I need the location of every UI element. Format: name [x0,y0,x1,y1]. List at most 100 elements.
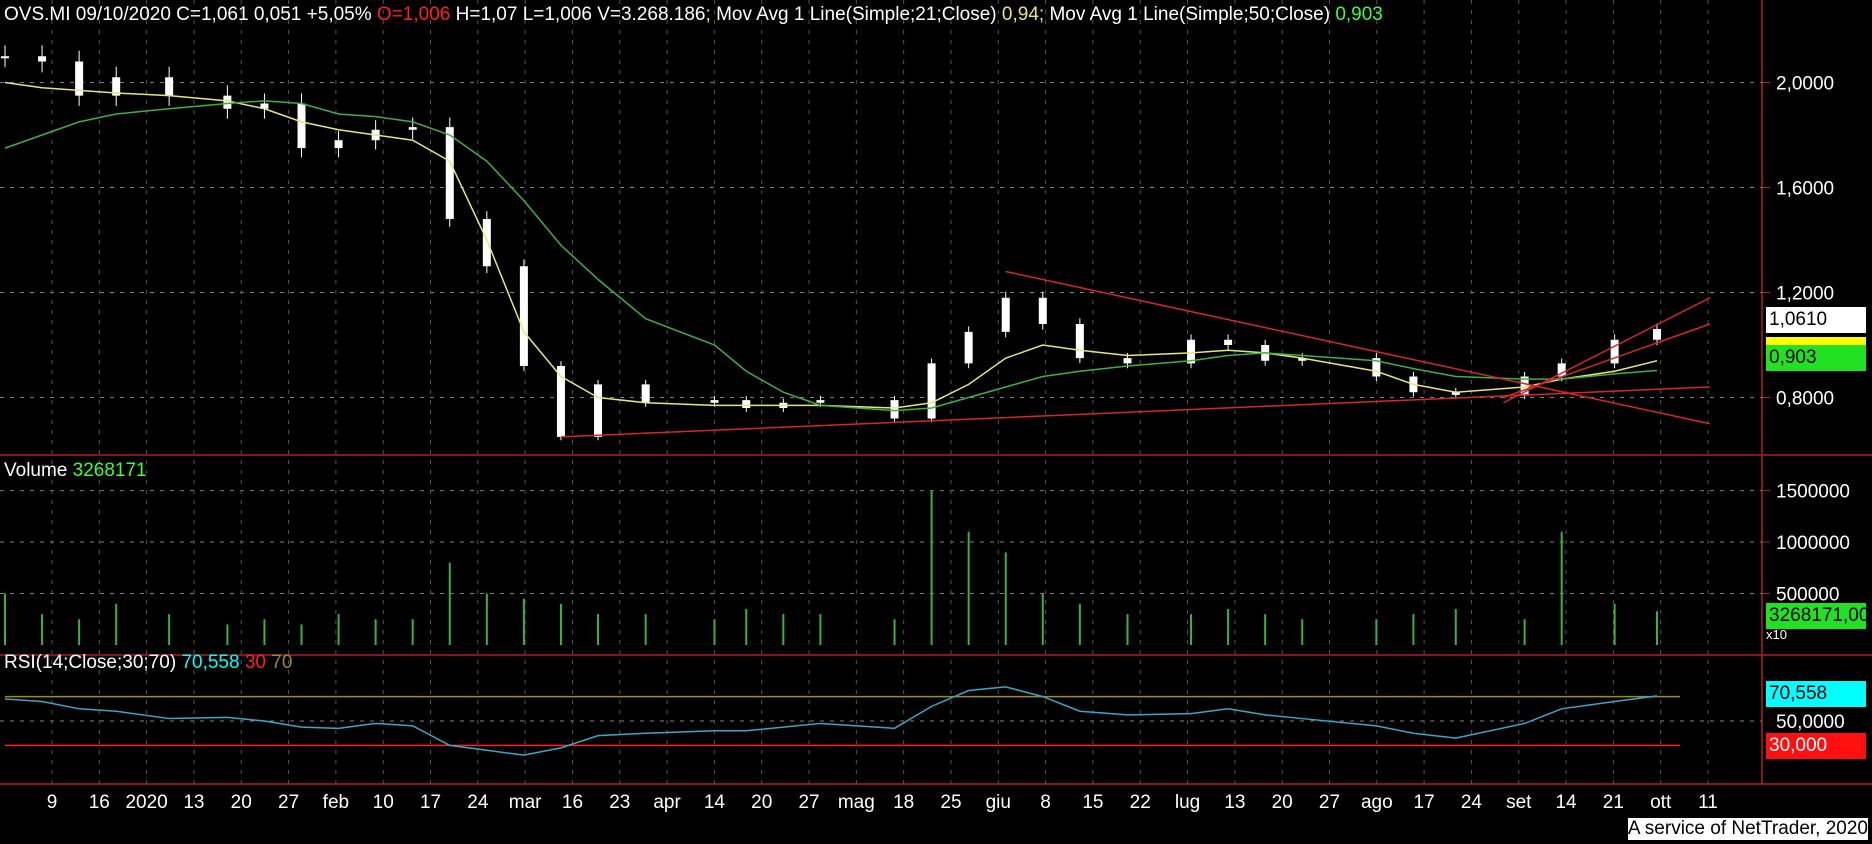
time-axis-label: 14 [704,792,726,813]
last-close-label: 1,0610 [1766,307,1866,333]
rsi-line [4,686,1658,756]
candle [1038,297,1047,324]
time-axis-label: 20 [1272,792,1293,813]
candle [165,77,174,96]
time-axis-label: 27 [1319,792,1340,813]
candle [1298,358,1307,361]
time-axis-label: 27 [798,792,819,813]
time-axis-label: 27 [278,792,299,813]
trendline [1005,270,1711,425]
candle [1123,358,1132,364]
time-axis-label: 24 [467,792,489,813]
time-axis-label: 20 [751,792,772,813]
candle [816,400,825,403]
time-axis-label: 2020 [125,792,167,813]
time-axis-label: 8 [1040,792,1051,813]
price-tick-label: 1,6000 [1776,179,1834,200]
price-tick-label: 1,2000 [1776,284,1834,305]
time-axis-label: giu [986,792,1011,813]
volume-tick-label: 500000 [1776,585,1839,606]
candle [710,400,719,403]
time-axis-label: apr [653,792,681,813]
time-axis-label: 11 [1698,792,1718,813]
candle [1520,376,1529,395]
candle [964,331,973,364]
separator: ; [1038,4,1045,25]
candle [1610,339,1619,364]
candle [482,219,491,267]
candle [408,127,417,130]
close-text: C=1,061 [176,4,249,25]
symbol: OVS.MI [4,4,71,25]
volume-multiplier: x10 [1766,627,1787,642]
volume-value: 3268171 [72,460,147,481]
time-axis-label: 25 [940,792,961,813]
candle [1075,324,1084,359]
ma21-axis-marker [1766,337,1866,345]
pct-text: +5,05% [306,4,372,25]
time-axis-label: 24 [1461,792,1483,813]
rsi-high: 70 [271,652,293,673]
price-tick-label: 2,0000 [1776,74,1834,95]
volume-axis-label: 3268171,00 [1766,603,1869,629]
rsi-tick-label: 50,0000 [1776,712,1845,733]
time-axis-label: 17 [420,792,441,813]
time-axis-label: set [1506,792,1532,813]
candle [927,363,936,419]
ma21-label: Mov Avg 1 Line(Simple;21;Close) [716,4,997,25]
change-text: 0,051 [253,4,302,25]
footer: A service of NetTrader, 2020 [1627,818,1868,840]
ma21-value: 0,94 [1001,4,1039,25]
candle [1001,297,1010,332]
price-tick-label: 0,8000 [1776,389,1834,410]
candle [1652,328,1661,340]
time-axis-label: 16 [89,792,110,813]
time-axis-label: mar [509,792,542,813]
candle [1187,339,1196,364]
candle [223,95,232,109]
candle [1557,363,1566,377]
candle [1451,392,1460,395]
candle [260,103,269,109]
candle [519,266,528,366]
date: 09/10/2020 [75,4,171,25]
ma50-value: 0,903 [1335,4,1383,25]
time-axis-label: 9 [47,792,58,813]
time-axis-label: 21 [1603,792,1624,813]
candle [641,384,650,403]
trendline [1503,323,1711,399]
time-axis-label: lug [1175,792,1200,813]
time-axis-label: ott [1650,792,1672,813]
time-axis-label: 20 [231,792,252,813]
rsi-value: 70,558 [181,652,240,673]
trendline [560,386,1710,438]
time-axis-label: 16 [562,792,583,813]
time-axis-label: 22 [1130,792,1151,813]
time-axis-label: 17 [1414,792,1435,813]
time-axis-label: 14 [1555,792,1577,813]
volume-tick-label: 1500000 [1776,482,1850,503]
ma50-axis-label: 0,903 [1766,345,1866,371]
high-text: H=1,07 [455,4,518,25]
time-axis-label: 13 [1224,792,1245,813]
rsi-title: RSI(14;Close;30;70) 70,558 30 70 [4,652,292,674]
volume-label: Volume [4,460,68,481]
rsi-label: RSI(14;Close;30;70) [4,652,177,673]
time-axis-label: 23 [609,792,630,813]
candle [445,127,454,219]
open-text: O=1,006 [376,4,451,25]
time-axis-label: mag [838,792,875,813]
candle [297,103,306,149]
ma50-line [4,100,1658,412]
low-text: L=1,006 [522,4,592,25]
rsi-30-axis-label: 30,000 [1766,733,1866,759]
candle [594,384,603,437]
chart-header: OVS.MI 09/10/2020 C=1,061 0,051 +5,05% O… [4,4,1383,26]
rsi-axis-label: 70,558 [1766,681,1866,707]
time-axis-label: 13 [183,792,204,813]
time-axis-label: 15 [1082,792,1103,813]
ma50-label: Mov Avg 1 Line(Simple;50;Close) [1049,4,1331,25]
time-axis-label: feb [323,792,349,813]
volume-title: Volume 3268171 [4,460,147,482]
